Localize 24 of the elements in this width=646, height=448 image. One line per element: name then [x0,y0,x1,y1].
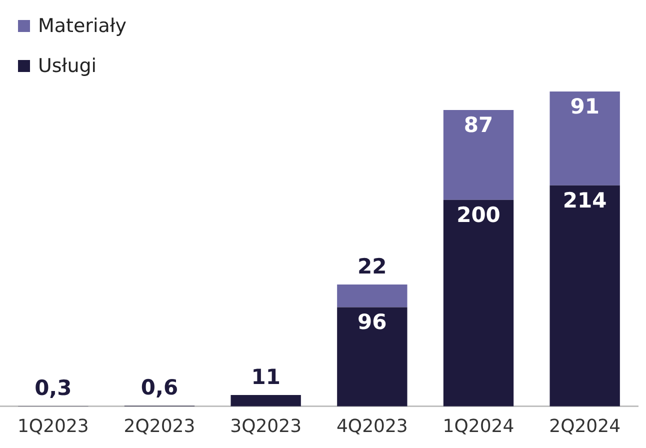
data-label: 96 [358,310,387,334]
data-label: 22 [358,254,387,279]
x-tick-label: 1Q2023 [17,416,89,437]
x-tick-label: 2Q2023 [124,416,196,437]
legend-label: Usługi [38,55,97,77]
bar [443,110,514,200]
x-tick-label: 3Q2023 [230,416,302,437]
x-tick-label: 2Q2024 [549,416,621,437]
bar [337,284,408,308]
bar [230,395,301,406]
data-label: 0,6 [140,376,178,400]
bar [337,307,408,406]
data-label: 200 [456,202,500,227]
data-label: 0,3 [34,376,72,400]
data-label: 91 [570,94,600,118]
legend-label: Materiały [38,15,127,37]
data-label: 87 [464,113,494,138]
x-tick-label: 4Q2023 [336,416,408,437]
bar [550,91,620,186]
bar [550,185,620,406]
x-tick-label: 1Q2024 [442,416,514,437]
data-label: 214 [562,188,607,212]
data-label: 11 [251,364,280,389]
bar [443,200,514,406]
